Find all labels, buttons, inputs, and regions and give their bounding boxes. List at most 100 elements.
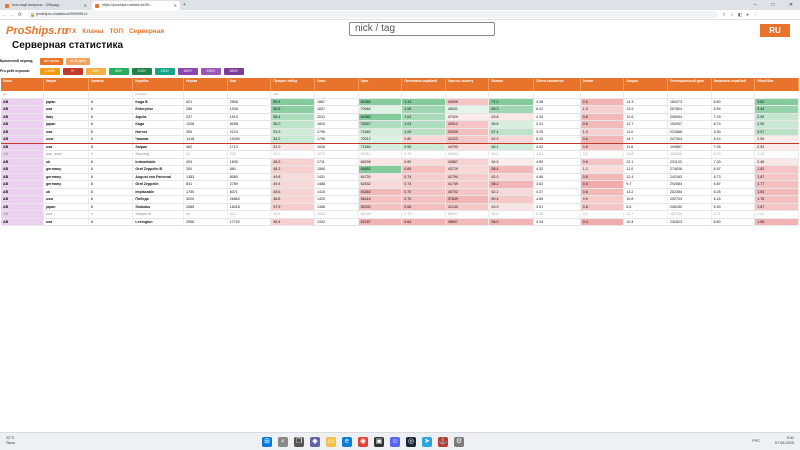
- table-cell[interactable]: Graf Zeppelin B: [132, 165, 185, 174]
- weather-widget[interactable]: 22°C Ясно: [6, 436, 15, 446]
- table-row[interactable]: AB germany 8 August von Parseval 1383 8060 49.…: [1, 173, 799, 181]
- rating-chip[interactable]: 2-4000: [40, 67, 60, 75]
- discord-icon[interactable]: ☺: [390, 437, 400, 447]
- more-menu-icon[interactable]: ⋮: [752, 11, 758, 17]
- column-filter-input[interactable]: [711, 91, 756, 99]
- steam-icon[interactable]: ◎: [406, 437, 416, 447]
- browser-tab-active[interactable]: https://proships.ru/stat/ru/s/99... ✕: [92, 1, 180, 10]
- column-filter-input[interactable]: [533, 91, 581, 99]
- column-header[interactable]: Нация: [43, 78, 89, 91]
- column-filter-input[interactable]: [488, 91, 535, 99]
- new-tab-button[interactable]: +: [183, 2, 186, 8]
- table-cell[interactable]: Sanxing: [132, 150, 185, 159]
- browser-tab[interactable]: есть ещё вопросы - Обсужд... ✕: [2, 1, 90, 10]
- rating-chip[interactable]: 1800+: [178, 67, 198, 75]
- game-center-icon[interactable]: ⚓: [438, 437, 448, 447]
- period-28d-button[interactable]: за 28 дней: [66, 57, 90, 65]
- table-row[interactable]: AB ussr 8 Чкалов 1418 10290 54.2 1790 70012 0.80 4…: [1, 135, 799, 144]
- column-header[interactable]: Класс: [1, 78, 45, 91]
- column-header[interactable]: Выжил: [488, 78, 535, 91]
- table-row[interactable]: AB germany 8 Graf Zeppelin 841 2759 49.4 1488 62…: [1, 180, 799, 189]
- search-icon[interactable]: ⌕: [278, 437, 288, 447]
- column-header[interactable]: Корабль: [132, 78, 185, 91]
- start-icon[interactable]: ⊞: [262, 437, 272, 447]
- input-language[interactable]: РУС: [752, 439, 760, 443]
- table-cell[interactable]: August von Parseval: [132, 173, 185, 181]
- table-cell[interactable]: Kaga B: [132, 98, 185, 106]
- maximize-button[interactable]: □: [771, 2, 775, 8]
- column-header[interactable]: Игроки: [183, 78, 228, 91]
- table-cell[interactable]: Graf Zeppelin: [132, 180, 185, 189]
- back-icon[interactable]: ←: [1, 11, 7, 18]
- column-filter-input[interactable]: [183, 91, 228, 99]
- site-logo[interactable]: ProShips.ru: [6, 25, 69, 37]
- bookmark-star-icon[interactable]: ☆: [729, 11, 734, 17]
- rating-chip[interactable]: 1400+: [155, 67, 175, 75]
- column-header[interactable]: Защита: [623, 78, 669, 91]
- table-cell[interactable]: Saipan: [132, 143, 185, 151]
- column-filter-input[interactable]: [88, 91, 134, 99]
- period-all-button[interactable]: всё время: [40, 57, 64, 65]
- store-icon[interactable]: ▣: [374, 437, 384, 447]
- column-filter-input[interactable]: [314, 91, 359, 99]
- table-row[interactable]: AB usa 8 Enterprise 285 1935 58.8 1837 70064 1.06…: [1, 105, 799, 114]
- table-cell[interactable]: Чкалов: [132, 135, 185, 144]
- close-window-button[interactable]: ✕: [788, 2, 794, 8]
- column-filter-input[interactable]: ав: [1, 91, 45, 99]
- reload-icon[interactable]: ⟳: [17, 11, 23, 18]
- table-row[interactable]: AB usa 8 Saipan B 84 310 44.8 1553 84168 0.75 5802…: [1, 210, 799, 219]
- column-header[interactable]: Убил/Убит: [754, 78, 799, 91]
- task-view-icon[interactable]: ❐: [294, 437, 304, 447]
- table-cell[interactable]: Enterprise: [132, 105, 185, 114]
- minimize-button[interactable]: –: [753, 2, 757, 8]
- system-clock[interactable]: 9:41 07.06.2023: [775, 436, 794, 446]
- column-filter-input[interactable]: [754, 91, 799, 99]
- settings-icon[interactable]: ⚙: [454, 437, 464, 447]
- table-cell[interactable]: Saipan B: [132, 210, 185, 219]
- table-row[interactable]: AB ussr 8 Победа 3025 26863 48.8 1420 56416 0.70 3…: [1, 195, 799, 204]
- chrome-icon[interactable]: ◉: [358, 437, 368, 447]
- column-header[interactable]: Урон: [358, 78, 403, 91]
- table-row[interactable]: AB pan_asia 8 Sanxing 81 233 51.0 1670 81611 0.75…: [1, 150, 799, 159]
- column-header[interactable]: Захвачено кораблей: [711, 78, 756, 91]
- edge-icon[interactable]: e: [342, 437, 352, 447]
- share-icon[interactable]: ⇪: [722, 11, 726, 17]
- table-row[interactable]: AB usa 8 Lexington 2056 17702 48.4 1332 52187 0.6…: [1, 218, 799, 226]
- address-bar[interactable]: 🔒 proships.ru/stat/ru/s/999999-h/: [28, 11, 718, 18]
- table-cell[interactable]: Победа: [132, 195, 185, 204]
- table-cell[interactable]: Implacable: [132, 188, 185, 196]
- column-filter-input[interactable]: Корабль: [132, 91, 185, 99]
- table-row[interactable]: AB germany 8 Graf Zeppelin B 300 884 48.3 1560 8…: [1, 165, 799, 174]
- forward-icon[interactable]: →: [9, 11, 15, 18]
- table-row[interactable]: AB japan 8 Shōkaku 2685 18318 47.9 1368 55330 0.6…: [1, 203, 799, 211]
- rating-chip[interactable]: 1100+: [132, 67, 152, 75]
- column-header[interactable]: Сбито самолетов: [533, 78, 581, 91]
- table-row[interactable]: AB japan 8 Kaga B 521 2808 59.4 1867 84385 1.13 40…: [1, 98, 799, 106]
- column-header[interactable]: Урон по засвету: [445, 78, 490, 91]
- menu-item-specs[interactable]: ТТХ: [64, 28, 77, 35]
- column-header[interactable]: Захват: [580, 78, 625, 91]
- column-filter-input[interactable]: [667, 91, 712, 99]
- column-header[interactable]: Процент побед: [270, 78, 315, 91]
- column-filter-input[interactable]: [43, 91, 89, 99]
- column-filter-input[interactable]: [227, 91, 272, 99]
- extensions-icon[interactable]: ◧: [737, 11, 743, 17]
- column-header[interactable]: Опыт: [314, 78, 359, 91]
- player-search-input[interactable]: nick / tag: [349, 22, 495, 36]
- column-header[interactable]: Уровень: [88, 78, 134, 91]
- rating-chip[interactable]: 2300+: [201, 67, 221, 75]
- close-tab-icon[interactable]: ✕: [83, 3, 87, 8]
- column-filter-input[interactable]: [623, 91, 669, 99]
- menu-item-top[interactable]: ТОП: [109, 28, 124, 35]
- menu-item-clans[interactable]: Кланы: [82, 28, 104, 35]
- table-cell[interactable]: Lexington: [132, 218, 185, 226]
- table-row[interactable]: AB usa 8 Hornet 359 2124 53.9 1790 71582 1.00 3933…: [1, 128, 799, 136]
- column-filter-input[interactable]: ≥20: [270, 91, 315, 99]
- column-header[interactable]: Бои: [227, 78, 272, 91]
- telegram-icon[interactable]: ➤: [422, 437, 432, 447]
- table-cell[interactable]: Indomitable: [132, 158, 185, 166]
- file-explorer-icon[interactable]: ▭: [326, 437, 336, 447]
- column-filter-input[interactable]: [445, 91, 490, 99]
- rating-chip[interactable]: 500+: [86, 67, 106, 75]
- table-cell[interactable]: Kaga: [132, 120, 185, 129]
